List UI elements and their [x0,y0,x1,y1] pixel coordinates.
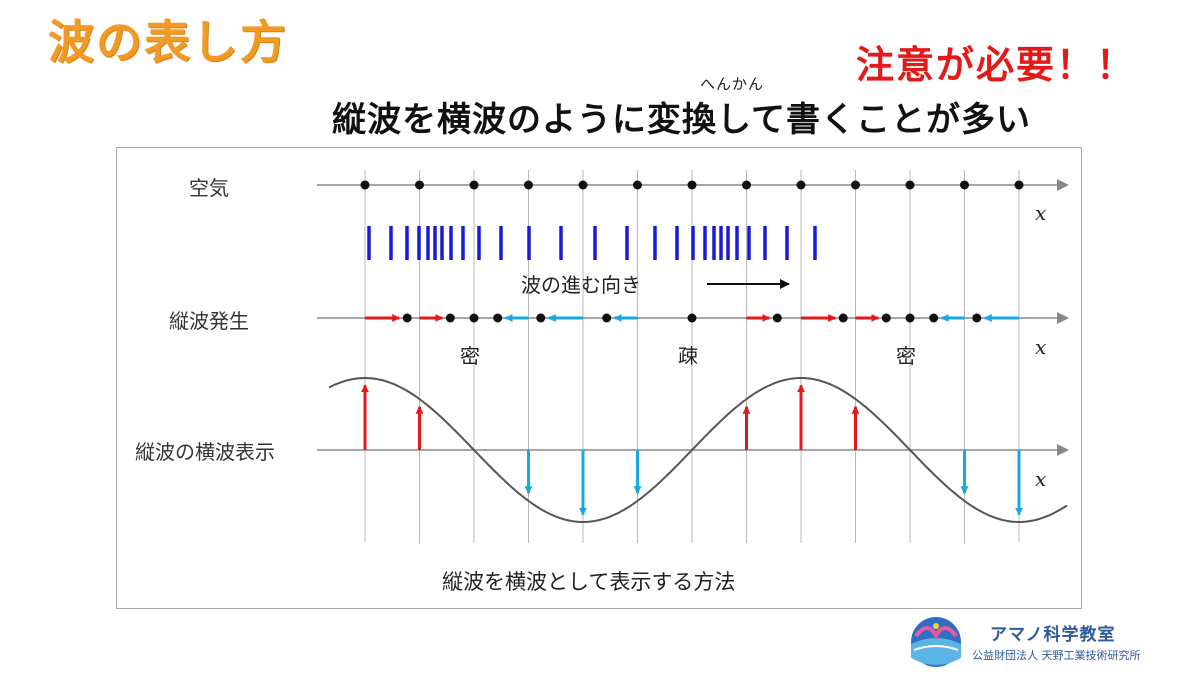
longitudinal-particle [881,313,891,323]
row-label-transverse-display: 縦波の横波表示 [135,440,275,464]
logo-organization: 公益財団法人 天野工業技術研究所 [972,649,1141,662]
air-particle [360,180,370,190]
furigana-henkan: へんかん [700,75,765,93]
zone-label-dense-2: 密 [896,344,916,368]
air-particle [851,180,860,190]
axis-x-label-longitudinal: x [1035,335,1046,359]
warning-text: 注意が必要！！ [855,43,1136,87]
longitudinal-particle [445,313,455,323]
air-particle [796,180,806,190]
longitudinal-particle [905,313,915,323]
air-particle [687,180,697,190]
amano-logo: アマノ科学教室 公益財団法人 天野工業技術研究所 [906,614,1176,670]
longitudinal-particle [929,313,939,323]
row-label-longitudinal: 縦波発生 [169,309,249,333]
longitudinal-particle [838,313,848,323]
air-particle [905,180,915,190]
longitudinal-particle [602,313,612,323]
wave-diagram-frame: 空気 縦波発生 縦波の横波表示 x x x 密 疎 密 波の進む向き 縦波を横波… [116,147,1082,609]
x-axis-arrowhead [1057,179,1069,191]
air-particle [469,180,479,190]
amano-logo-icon [911,617,961,667]
air-particle [524,180,533,190]
axis-x-label-air: x [1035,201,1046,225]
longitudinal-particle [972,313,982,323]
air-particle [1014,180,1024,190]
air-particle [415,180,424,190]
longitudinal-particle [402,313,412,323]
x-axis-arrowhead [1057,312,1069,324]
air-particle [578,180,588,190]
air-particle [633,180,642,190]
slide-subtitle: 縦波を横波のように変換して書くことが多い [332,100,1031,140]
longitudinal-particle [493,313,503,323]
row-label-air: 空気 [189,176,229,200]
longitudinal-particle [772,313,782,323]
longitudinal-particle [469,313,479,323]
longitudinal-particle [536,313,546,323]
figure-caption: 縦波を横波として表示する方法 [442,570,735,594]
zone-label-sparse: 疎 [678,344,698,368]
wave-diagram: 空気 縦波発生 縦波の横波表示 x x x 密 疎 密 波の進む向き 縦波を横波… [135,170,1069,594]
transverse-display-curve [328,376,1068,524]
direction-label: 波の進む向き [521,273,641,297]
longitudinal-particle [687,313,697,323]
x-axis-arrowhead [1057,444,1069,456]
axis-x-label-transverse: x [1035,467,1046,491]
air-particle [960,180,969,190]
air-particle [742,180,751,190]
zone-label-dense-1: 密 [460,344,480,368]
slide-title: 波の表し方 [48,15,288,69]
logo-name: アマノ科学教室 [990,625,1116,645]
